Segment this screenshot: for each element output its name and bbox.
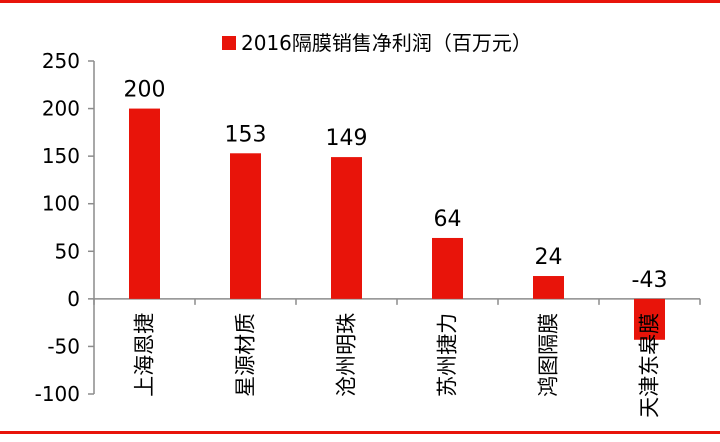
legend-label: 2016隔膜销售净利润（百万元） xyxy=(241,31,532,55)
top-rule xyxy=(0,0,720,3)
y-tick-label: 200 xyxy=(42,97,80,121)
category-label: 鸿图隔膜 xyxy=(537,313,561,397)
data-label: 149 xyxy=(326,126,368,151)
y-tick-label: 50 xyxy=(55,239,80,263)
data-labels: 200 153 149 64 24 -43 xyxy=(124,78,668,293)
y-tick-label: 0 xyxy=(67,287,80,311)
y-axis-ticks: 250 200 150 100 50 0 -50 -100 xyxy=(35,49,94,406)
y-tick-label: -50 xyxy=(47,334,80,358)
bars xyxy=(129,108,665,340)
bar xyxy=(634,298,665,340)
y-tick-label: 150 xyxy=(42,144,80,168)
bottom-rule xyxy=(0,431,720,434)
data-label: 64 xyxy=(434,207,462,232)
data-label: 153 xyxy=(225,122,267,147)
legend-swatch xyxy=(222,36,236,50)
y-tick-label: 100 xyxy=(42,192,80,216)
category-label: 上海恩捷 xyxy=(133,313,157,397)
y-tick-label: -100 xyxy=(35,382,80,406)
category-label: 星源材质 xyxy=(234,313,258,397)
category-label: 苏州捷力 xyxy=(436,313,460,397)
category-labels: 上海恩捷 星源材质 沧州明珠 苏州捷力 鸿图隔膜 天津东皋膜 xyxy=(133,313,662,418)
category-label: 沧州明珠 xyxy=(335,313,359,397)
bar xyxy=(432,237,463,299)
axes xyxy=(93,61,701,394)
category-label: 天津东皋膜 xyxy=(638,313,662,418)
data-label: 200 xyxy=(124,78,166,103)
data-label: -43 xyxy=(632,268,668,293)
y-tick-label: 250 xyxy=(42,49,80,73)
data-label: 24 xyxy=(535,245,563,270)
bar xyxy=(533,276,564,299)
legend: 2016隔膜销售净利润（百万元） xyxy=(222,31,532,55)
bar xyxy=(331,157,362,299)
bar xyxy=(230,153,261,299)
bar xyxy=(129,108,160,299)
